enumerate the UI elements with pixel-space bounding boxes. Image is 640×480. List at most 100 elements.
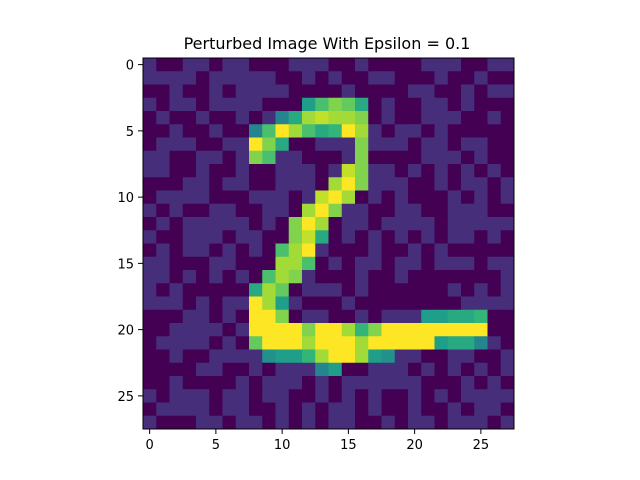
- heatmap-cell: [487, 362, 502, 377]
- heatmap-cell: [288, 217, 303, 231]
- heatmap-cell: [461, 415, 475, 430]
- heatmap-cell: [235, 415, 250, 430]
- heatmap-cell: [434, 415, 449, 430]
- heatmap-cell: [421, 137, 435, 152]
- heatmap-cell: [262, 389, 276, 403]
- heatmap-cell: [447, 349, 462, 364]
- heatmap-cell: [368, 415, 382, 430]
- heatmap-cell: [262, 124, 276, 138]
- heatmap-cell: [143, 243, 157, 258]
- heatmap-cell: [394, 309, 409, 324]
- heatmap-cell: [169, 256, 184, 271]
- y-axis: 0 5 10 15 20 25: [117, 59, 143, 405]
- heatmap-cell: [235, 389, 250, 403]
- heatmap-cell: [222, 111, 237, 125]
- heatmap-cell: [328, 270, 343, 284]
- heatmap-cell: [434, 270, 449, 284]
- heatmap-cell: [143, 415, 157, 430]
- heatmap-cell: [249, 389, 263, 403]
- heatmap-cell: [394, 203, 409, 218]
- heatmap-cell: [368, 349, 382, 364]
- heatmap-cell: [381, 336, 396, 350]
- heatmap-cell: [368, 111, 382, 125]
- heatmap-cell: [341, 389, 356, 403]
- heatmap-cell: [182, 71, 197, 85]
- heatmap-cell: [500, 296, 515, 311]
- heatmap-cell: [408, 349, 422, 364]
- heatmap-cell: [196, 389, 210, 403]
- heatmap-cell: [182, 336, 197, 350]
- heatmap-cell: [474, 402, 488, 417]
- heatmap-cell: [302, 415, 316, 430]
- heatmap-cell: [487, 203, 502, 218]
- heatmap-cell: [182, 150, 197, 165]
- heatmap-cell: [434, 309, 449, 324]
- heatmap-cell: [355, 256, 369, 271]
- heatmap-cell: [368, 402, 382, 417]
- heatmap-cell: [275, 402, 290, 417]
- heatmap-cell: [487, 71, 502, 85]
- heatmap-cell: [222, 58, 237, 72]
- heatmap-cell: [487, 256, 502, 271]
- heatmap-cell: [315, 402, 329, 417]
- heatmap-cell: [355, 164, 369, 178]
- heatmap-cell: [368, 71, 382, 85]
- heatmap-cell: [328, 58, 343, 72]
- heatmap-cell: [302, 243, 316, 258]
- heatmap-cell: [315, 71, 329, 85]
- heatmap-cell: [368, 124, 382, 138]
- heatmap-cell: [249, 256, 263, 271]
- heatmap-cell: [288, 415, 303, 430]
- heatmap-cell: [182, 309, 197, 324]
- y-tick-label: 20: [117, 324, 134, 339]
- heatmap-cell: [169, 150, 184, 165]
- heatmap-cell: [328, 203, 343, 218]
- heatmap-cell: [421, 309, 435, 324]
- heatmap-cell: [434, 336, 449, 350]
- heatmap-cell: [461, 270, 475, 284]
- heatmap-cell: [275, 336, 290, 350]
- heatmap-cell: [474, 203, 488, 218]
- heatmap-cell: [408, 376, 422, 390]
- heatmap-cell: [461, 164, 475, 178]
- heatmap-cell: [235, 402, 250, 417]
- heatmap-cell: [474, 58, 488, 72]
- heatmap-cell: [487, 402, 502, 417]
- heatmap-cell: [156, 111, 170, 125]
- heatmap-cell: [394, 124, 409, 138]
- heatmap-cell: [196, 256, 210, 271]
- heatmap-cell: [355, 402, 369, 417]
- heatmap-cell: [143, 376, 157, 390]
- heatmap-cell: [474, 71, 488, 85]
- heatmap-cell: [156, 349, 170, 364]
- heatmap-cell: [156, 150, 170, 165]
- heatmap-cell: [421, 376, 435, 390]
- heatmap-cell: [368, 296, 382, 311]
- heatmap-cell: [381, 349, 396, 364]
- heatmap-cell: [474, 97, 488, 112]
- heatmap-cell: [500, 309, 515, 324]
- heatmap-cell: [182, 84, 197, 99]
- heatmap-cell: [262, 243, 276, 258]
- heatmap-cell: [447, 389, 462, 403]
- heatmap-cell: [434, 349, 449, 364]
- heatmap-cell: [315, 190, 329, 205]
- heatmap-cell: [288, 256, 303, 271]
- heatmap-cell: [341, 323, 356, 337]
- heatmap-cell: [235, 270, 250, 284]
- heatmap-cell: [381, 137, 396, 152]
- heatmap-cell: [235, 137, 250, 152]
- heatmap-cell: [275, 58, 290, 72]
- heatmap-cell: [209, 97, 223, 112]
- heatmap-cell: [500, 256, 515, 271]
- heatmap-cell: [262, 58, 276, 72]
- heatmap-cell: [262, 137, 276, 152]
- heatmap-cell: [500, 58, 515, 72]
- heatmap-cell: [381, 203, 396, 218]
- heatmap-cell: [500, 376, 515, 390]
- heatmap-cell: [275, 323, 290, 337]
- heatmap-cell: [408, 217, 422, 231]
- heatmap-cell: [381, 177, 396, 191]
- heatmap-cell: [434, 323, 449, 337]
- heatmap-cell: [196, 270, 210, 284]
